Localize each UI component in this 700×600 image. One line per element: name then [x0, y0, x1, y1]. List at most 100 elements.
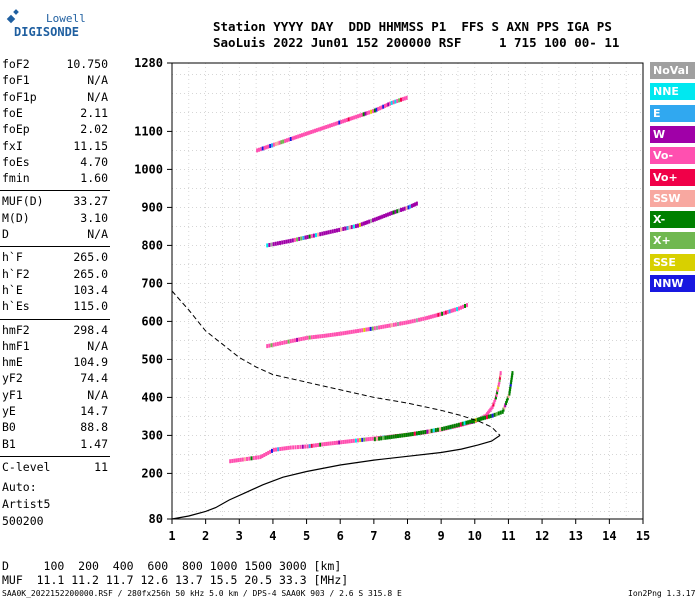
echo-mark [394, 99, 397, 104]
param-separator [0, 318, 110, 320]
echo-mark [323, 333, 326, 338]
echo-mark [299, 133, 302, 138]
logo-line2: DIGISONDE [14, 25, 79, 39]
echo-mark [499, 373, 502, 378]
echo-mark [306, 235, 309, 240]
echo-mark [467, 420, 470, 425]
x-tick-label: 10 [468, 529, 482, 543]
echo-mark [495, 412, 498, 417]
param-value: 103.4 [73, 282, 108, 297]
param-hes: h`Es 115.0 [2, 299, 108, 314]
param-value: 298.4 [73, 322, 108, 337]
echo-mark [359, 438, 362, 443]
y-tick-label: 200 [141, 466, 163, 480]
echo-mark [319, 232, 322, 237]
echo-mark [367, 437, 370, 442]
echo-mark [279, 341, 282, 346]
echo-mark [336, 228, 339, 233]
echo-mark [259, 147, 262, 152]
echo-mark [325, 333, 328, 338]
echo-mark [270, 242, 273, 247]
echo-mark [511, 371, 514, 376]
echo-mark [272, 242, 275, 247]
param-value: 1.47 [80, 436, 108, 451]
echo-mark [346, 439, 349, 444]
echo-mark [426, 315, 429, 320]
echo-mark [321, 442, 324, 447]
legend-item-vo: Vo+ [650, 168, 695, 186]
echo-mark [317, 127, 320, 132]
echo-mark [291, 238, 294, 243]
muf-line: MUF 11.1 11.2 11.7 12.6 13.7 15.5 20.5 3… [2, 573, 349, 587]
echo-mark [312, 443, 315, 448]
echo-mark [291, 338, 294, 343]
echo-mark [336, 332, 339, 337]
echo-mark [399, 321, 402, 326]
echo-mark [314, 334, 317, 339]
header-line2: SaoLuis 2022 Jun01 152 200000 RSF 1 715 … [213, 35, 620, 50]
echo-mark [323, 125, 326, 130]
echo-mark [281, 340, 284, 345]
legend-item-e: E [650, 104, 695, 122]
echo-mark [480, 416, 483, 421]
param-key: foEs [2, 154, 30, 169]
param-value: 115.0 [73, 299, 108, 314]
echo-mark [366, 220, 369, 225]
echo-mark [369, 436, 372, 441]
param-value: 4.70 [80, 154, 108, 169]
echo-mark [394, 322, 397, 327]
echo-mark [308, 234, 311, 239]
y-tick-label: 1280 [134, 56, 163, 70]
echo-mark [256, 148, 259, 153]
echo-mark [285, 239, 288, 244]
param-foes: foEs 4.70 [2, 155, 108, 170]
echo-mark [388, 211, 391, 216]
echo-mark [510, 380, 513, 385]
echo-mark [274, 342, 277, 347]
echo-mark [323, 442, 326, 447]
echo-mark [414, 202, 417, 207]
y-tick-label: 500 [141, 352, 163, 366]
echo-mark [405, 432, 408, 437]
echo-mark [484, 415, 487, 420]
echo-mark [403, 320, 406, 325]
echo-mark [269, 143, 272, 148]
echo-mark [319, 442, 322, 447]
echo-mark [443, 311, 446, 316]
echo-mark [496, 387, 499, 392]
echo-mark [346, 226, 349, 231]
solid-profile-curve [171, 434, 501, 520]
echo-mark [377, 106, 380, 111]
param-key: foF1p [2, 89, 37, 104]
echo-mark [373, 326, 376, 331]
echo-mark [289, 137, 292, 141]
echo-mark [350, 225, 353, 230]
echo-mark [354, 224, 357, 229]
echo-mark [275, 447, 278, 452]
echo-mark [333, 440, 336, 445]
echo-mark [490, 406, 493, 411]
echo-mark [410, 203, 413, 208]
param-value: N/A [87, 73, 108, 88]
x-tick-label: 12 [535, 529, 549, 543]
echo-mark [291, 136, 294, 141]
param-fof1p: foF1p N/A [2, 90, 108, 105]
echo-mark [434, 428, 437, 433]
echo-mark [269, 449, 272, 454]
echo-mark [331, 229, 334, 234]
echo-mark [394, 209, 397, 214]
echo-mark [484, 413, 487, 418]
echo-mark [360, 112, 363, 117]
echo-mark [373, 217, 376, 222]
echo-mark [293, 338, 296, 343]
echo-mark [371, 326, 374, 331]
param-value: 74.4 [80, 371, 108, 386]
echo-mark [319, 126, 322, 131]
echo-mark [384, 435, 387, 440]
echo-mark [317, 442, 320, 447]
profile-curves [171, 290, 501, 520]
echo-mark [411, 431, 414, 436]
echo-mark [265, 145, 268, 150]
echo-mark [370, 218, 373, 223]
echo-mark [464, 303, 467, 308]
